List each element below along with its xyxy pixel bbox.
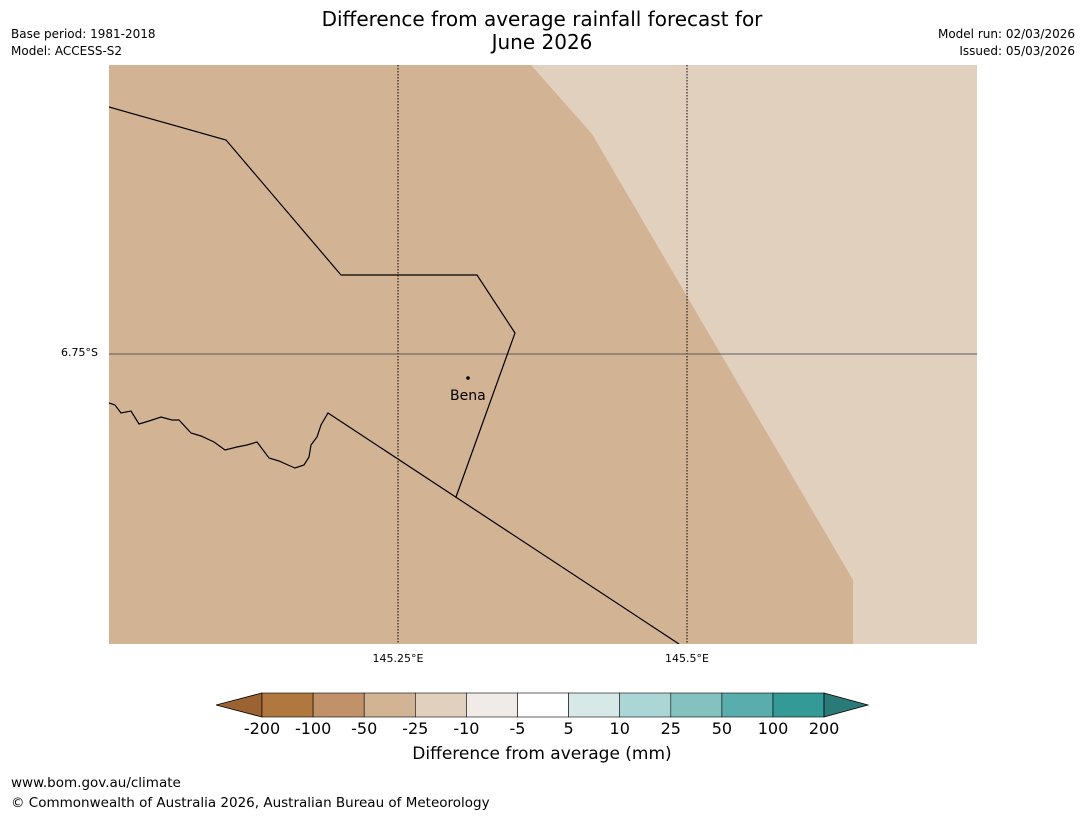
title-line-1: Difference from average rainfall forecas…: [321, 7, 763, 31]
colorbar-box: [619, 692, 672, 718]
footer-copyright: © Commonwealth of Australia 2026, Austra…: [11, 795, 490, 811]
map-canvas: [109, 65, 977, 644]
base-period: Base period: 1981-2018: [11, 27, 156, 41]
model-run: Model run: 02/03/2026: [937, 27, 1075, 41]
colorbar-box: [312, 692, 365, 718]
colorbar-box: [415, 692, 467, 718]
colorbar-tick-label: -25: [402, 719, 429, 738]
town-marker: [466, 376, 470, 380]
colorbar-box: [568, 692, 621, 718]
colorbar-tick-label: 50: [711, 719, 733, 738]
colorbar-tick-label: -50: [351, 719, 378, 738]
colorbar-boxes: [261, 692, 825, 718]
colorbar-tick-label: 100: [757, 719, 789, 738]
colorbar-tick-label: -10: [453, 719, 480, 738]
colorbar-box: [772, 692, 825, 718]
colorbar-svg: [214, 692, 870, 718]
colorbar-box: [363, 692, 416, 718]
map-panel: [109, 65, 977, 644]
colorbar-box: [261, 692, 314, 718]
province-boundary-north: [109, 106, 516, 498]
town-label-bena: Bena: [450, 388, 486, 404]
colorbar-box: [466, 692, 518, 718]
colorbar-box: [721, 692, 774, 718]
footer-url[interactable]: www.bom.gov.au/climate: [11, 775, 181, 791]
colorbar-tick-label: 200: [808, 719, 840, 738]
legend-ticks: -200 -100 -50 -25 -10 -5 5 10 25 50 100 200: [0, 719, 1085, 741]
legend-label: Difference from average (mm): [412, 744, 672, 764]
colorbar-extend-low: [214, 692, 263, 718]
map-title: Difference from average rainfall forecas…: [242, 8, 842, 54]
lat-label: 6.75°S: [61, 346, 98, 359]
colorbar-extend-high: [823, 692, 870, 718]
colorbar-tick-label: -100: [294, 719, 332, 738]
colorbar-tick-label: -200: [243, 719, 281, 738]
colorbar-box: [670, 692, 723, 718]
colorbar-tick-label: 10: [609, 719, 630, 738]
issued-date: Issued: 05/03/2026: [959, 44, 1075, 58]
model-name: Model: ACCESS-S2: [11, 44, 123, 58]
colorbar-tick-label: 5: [563, 719, 574, 738]
lon-label-2: 145.5°E: [665, 652, 709, 665]
colorbar-tick-label: 25: [660, 719, 681, 738]
colorbar-tick-label: -5: [509, 719, 526, 738]
title-line-2: June 2026: [491, 30, 593, 54]
province-boundary-south: [109, 402, 680, 644]
meta-right: Model run: 02/03/2026 Issued: 05/03/2026: [938, 26, 1075, 60]
colorbar-box: [517, 692, 569, 718]
meta-left: Base period: 1981-2018 Model: ACCESS-S2: [11, 26, 156, 60]
lon-label-1: 145.25°E: [372, 652, 424, 665]
legend-colorbar: [214, 692, 870, 724]
